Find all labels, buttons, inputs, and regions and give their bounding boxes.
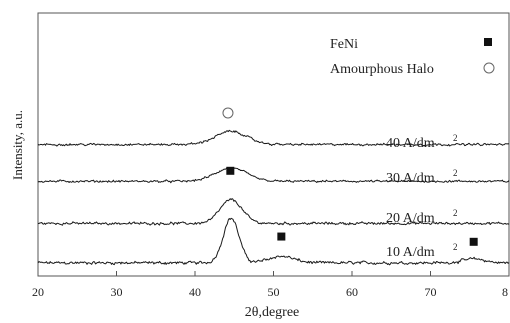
series-label-superscript: 2	[453, 133, 458, 143]
x-tick-label-60: 60	[346, 285, 358, 299]
series-label-superscript: 2	[453, 208, 458, 218]
x-tick-label-70: 70	[425, 285, 437, 299]
feni-peak-marker-icon	[277, 232, 286, 241]
x-tick-label-80: 8	[502, 285, 508, 299]
peak-markers	[222, 107, 478, 246]
series-label-4: 40 A/dm 2	[386, 133, 458, 151]
series-label-3: 30 A/dm 2	[386, 168, 458, 186]
series-label-text: 10 A/dm	[386, 245, 435, 260]
x-axis-label: 2θ,degree	[245, 305, 300, 320]
series-label-superscript: 2	[453, 168, 458, 178]
x-tick-labels: 20 30 40 50 60 70 8	[32, 285, 508, 299]
x-tick-label-20: 20	[32, 285, 44, 299]
series-labels: 10 A/dm 2 20 A/dm 2 30 A/dm 2 40 A/dm 2	[386, 133, 458, 260]
x-tick-label-40: 40	[189, 285, 201, 299]
diffraction-traces	[37, 129, 510, 266]
amorphous-halo-marker-icon	[222, 107, 234, 119]
series-label-text: 20 A/dm	[386, 211, 435, 226]
trace-3	[37, 167, 510, 184]
x-tick-label-50: 50	[268, 285, 280, 299]
y-axis-label: Intensity, a.u.	[10, 110, 25, 180]
series-label-text: 30 A/dm	[386, 171, 435, 186]
legend-label-feni: FeNi	[330, 37, 358, 52]
series-label-1: 10 A/dm 2	[386, 242, 458, 260]
feni-peak-marker-icon	[469, 237, 478, 246]
trace-1	[37, 217, 510, 266]
series-label-superscript: 2	[453, 242, 458, 252]
tick-marks	[37, 271, 510, 276]
x-tick-label-30: 30	[111, 285, 123, 299]
trace-2	[37, 198, 510, 226]
legend-label-amorphous-halo: Amourphous Halo	[330, 62, 434, 77]
legend-square-icon	[484, 38, 492, 46]
feni-peak-marker-icon	[226, 166, 235, 175]
trace-4	[37, 129, 510, 147]
legend-circle-icon	[483, 62, 495, 74]
series-label-text: 40 A/dm	[386, 136, 435, 151]
series-label-2: 20 A/dm 2	[386, 208, 458, 226]
legend: FeNi Amourphous Halo	[330, 37, 495, 77]
